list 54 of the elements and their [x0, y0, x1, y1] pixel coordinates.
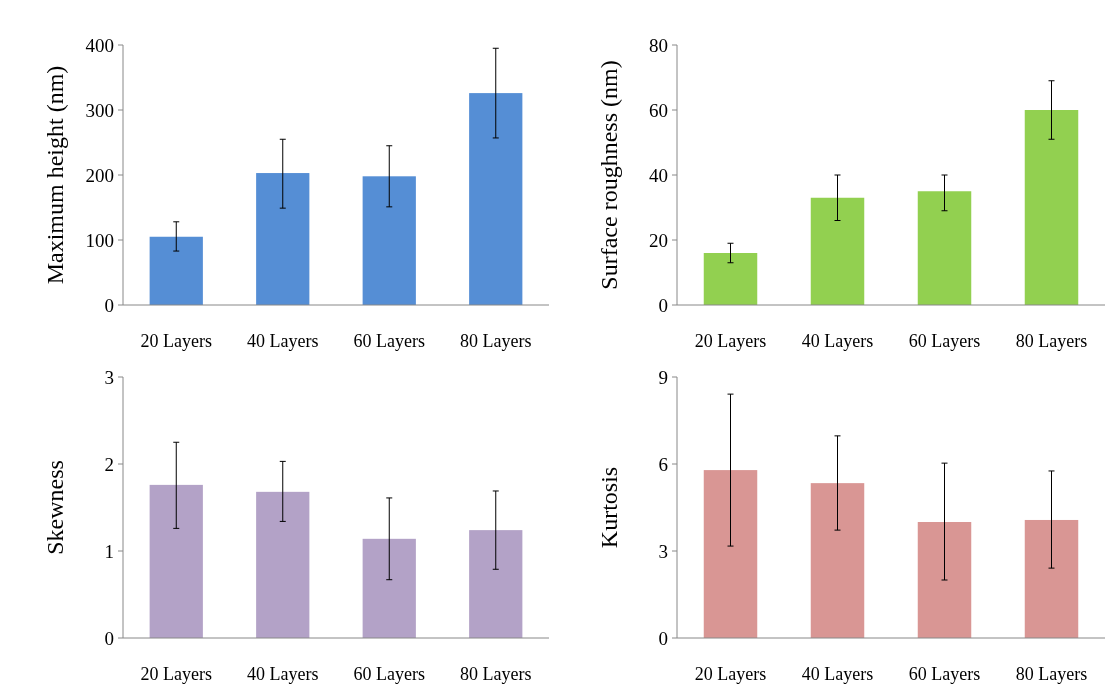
y-axis-title: Maximum height (nm): [42, 65, 68, 285]
x-tick-label: 80 Layers: [1015, 331, 1088, 351]
x-tick-label: 20 Layers: [140, 664, 212, 684]
x-tick-label: 60 Layers: [908, 664, 981, 684]
x-tick-label: 20 Layers: [140, 331, 212, 351]
y-tick-label: 20: [649, 229, 668, 251]
y-tick-label: 6: [658, 453, 668, 475]
x-tick-label: 20 Layers: [694, 664, 767, 684]
bar: [917, 191, 972, 305]
bar: [917, 522, 972, 638]
bar: [810, 197, 865, 305]
y-tick-label: 300: [85, 99, 114, 121]
y-tick-label: 3: [658, 540, 668, 562]
x-tick-label: 40 Layers: [801, 331, 874, 351]
bar: [256, 173, 310, 305]
bar: [149, 236, 203, 305]
x-tick-label: 80 Layers: [460, 331, 532, 351]
y-tick-label: 9: [658, 366, 668, 388]
y-tick-label: 60: [649, 99, 668, 121]
bar: [256, 491, 310, 638]
x-tick-label: 60 Layers: [353, 664, 425, 684]
x-tick-label: 60 Layers: [908, 331, 981, 351]
y-tick-label: 0: [658, 627, 668, 649]
y-tick-label: 0: [104, 627, 114, 649]
x-tick-label: 60 Layers: [353, 331, 425, 351]
y-axis-title: Surface roughness (nm): [596, 60, 622, 290]
y-tick-label: 400: [85, 34, 114, 56]
bar: [469, 530, 523, 638]
y-axis-title: Skewness: [42, 460, 68, 555]
bar: [703, 470, 758, 638]
y-tick-label: 2: [104, 453, 114, 475]
y-axis-title: Kurtosis: [596, 466, 622, 549]
bar: [362, 176, 416, 305]
y-tick-label: 40: [649, 164, 668, 186]
bar: [469, 93, 523, 305]
x-tick-label: 20 Layers: [694, 331, 767, 351]
y-tick-label: 0: [658, 294, 668, 316]
x-tick-label: 40 Layers: [801, 664, 874, 684]
x-tick-label: 40 Layers: [247, 664, 319, 684]
bar: [1024, 110, 1079, 305]
bar: [703, 253, 758, 305]
bar: [1024, 519, 1079, 638]
y-tick-label: 80: [649, 34, 668, 56]
y-tick-label: 0: [104, 294, 114, 316]
y-tick-label: 100: [85, 229, 114, 251]
x-tick-label: 80 Layers: [460, 664, 532, 684]
y-tick-label: 1: [104, 540, 114, 562]
y-tick-label: 200: [85, 164, 114, 186]
bar: [810, 483, 865, 638]
bar: [362, 538, 416, 638]
x-tick-label: 40 Layers: [247, 331, 319, 351]
y-tick-label: 3: [104, 366, 114, 388]
x-tick-label: 80 Layers: [1015, 664, 1088, 684]
bar: [149, 484, 203, 638]
